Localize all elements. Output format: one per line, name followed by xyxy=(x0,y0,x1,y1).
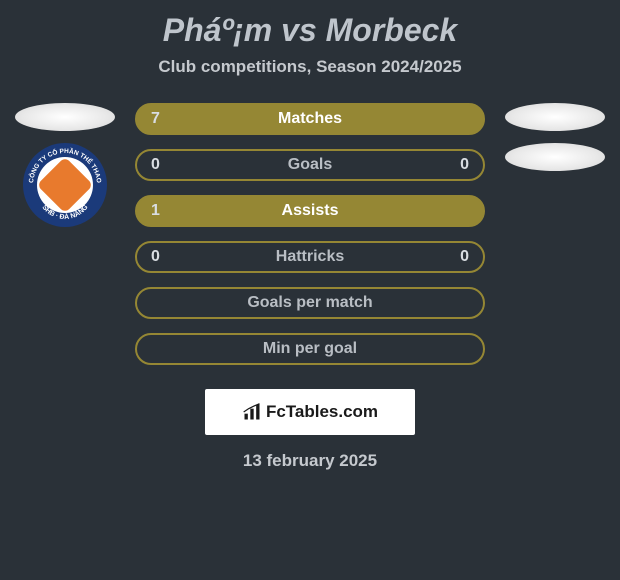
stat-bar: 1 Assists xyxy=(135,195,485,227)
attribution-badge[interactable]: FcTables.com xyxy=(205,389,415,435)
badge-text-ring: CÔNG TY CỔ PHẦN THỂ THAO SHB · ĐÀ NẴNG xyxy=(23,143,107,227)
stat-value-right: 0 xyxy=(460,156,469,174)
stat-label: Hattricks xyxy=(276,248,344,266)
club-badge-placeholder xyxy=(505,143,605,171)
stat-label: Min per goal xyxy=(263,340,357,358)
stat-bar: 0 Hattricks 0 xyxy=(135,241,485,273)
attribution-text: FcTables.com xyxy=(266,402,378,422)
stat-bar: Goals per match xyxy=(135,287,485,319)
stat-bar: 7 Matches xyxy=(135,103,485,135)
left-player-column: CÔNG TY CỔ PHẦN THỂ THAO SHB · ĐÀ NẴNG xyxy=(10,103,120,227)
stat-label: Goals per match xyxy=(247,294,372,312)
chart-icon xyxy=(242,402,262,422)
stats-column: 7 Matches 0 Goals 0 1 Assists 0 Hattricks 0 Goals … xyxy=(135,103,485,379)
stat-value-left: 1 xyxy=(151,202,160,220)
right-player-column xyxy=(500,103,610,183)
club-badge-left: CÔNG TY CỔ PHẦN THỂ THAO SHB · ĐÀ NẴNG xyxy=(15,143,115,227)
stat-label: Matches xyxy=(278,110,342,128)
date-label: 13 february 2025 xyxy=(10,451,610,471)
stat-value-left: 7 xyxy=(151,110,160,128)
stat-bar: 0 Goals 0 xyxy=(135,149,485,181)
page-title: Pháº¡m vs Morbeck xyxy=(10,12,610,49)
comparison-widget: Pháº¡m vs Morbeck Club competitions, Sea… xyxy=(0,0,620,471)
svg-text:SHB · ĐÀ NẴNG: SHB · ĐÀ NẴNG xyxy=(40,203,90,221)
stat-value-left: 0 xyxy=(151,156,160,174)
comparison-layout: CÔNG TY CỔ PHẦN THỂ THAO SHB · ĐÀ NẴNG 7… xyxy=(10,103,610,379)
stat-bar: Min per goal xyxy=(135,333,485,365)
stat-value-right: 0 xyxy=(460,248,469,266)
badge-outer-ring: CÔNG TY CỔ PHẦN THỂ THAO SHB · ĐÀ NẴNG xyxy=(23,143,107,227)
svg-text:CÔNG TY CỔ PHẦN THỂ THAO: CÔNG TY CỔ PHẦN THỂ THAO xyxy=(27,145,102,183)
player-photo-placeholder xyxy=(505,103,605,131)
player-photo-placeholder xyxy=(15,103,115,131)
stat-label: Assists xyxy=(282,202,339,220)
stat-value-left: 0 xyxy=(151,248,160,266)
page-subtitle: Club competitions, Season 2024/2025 xyxy=(10,57,610,77)
stat-label: Goals xyxy=(288,156,332,174)
